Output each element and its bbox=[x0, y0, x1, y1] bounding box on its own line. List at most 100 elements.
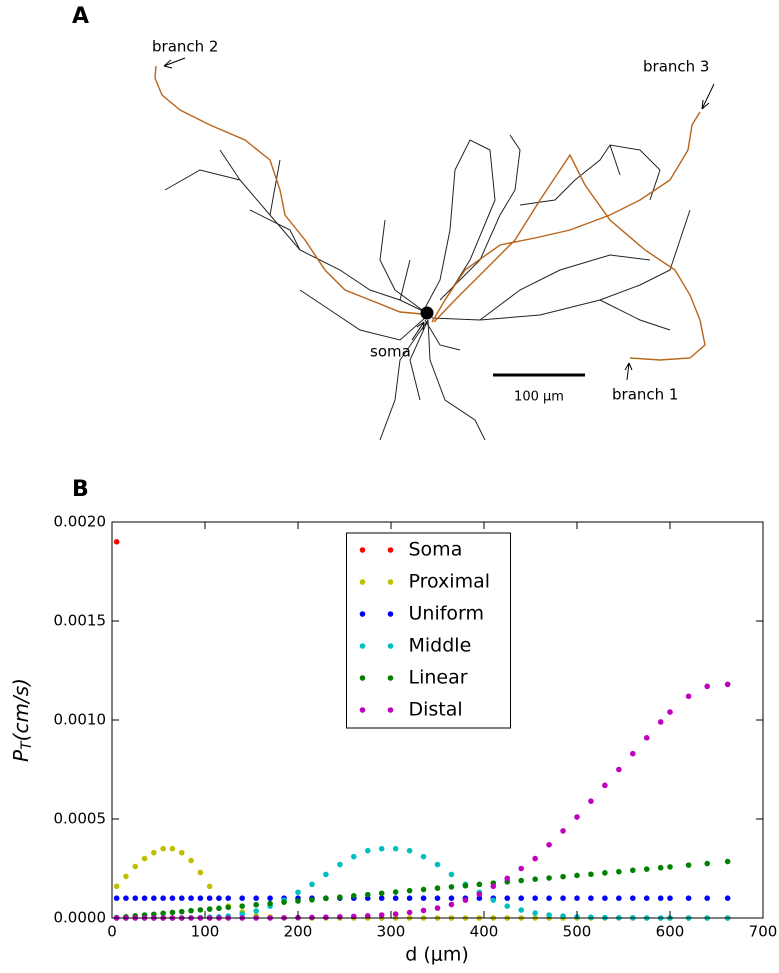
data-point bbox=[188, 895, 194, 901]
data-point bbox=[657, 895, 664, 901]
dendrite bbox=[299, 289, 461, 351]
data-point bbox=[123, 895, 129, 901]
data-point bbox=[546, 895, 552, 901]
data-point bbox=[560, 913, 566, 919]
data-point bbox=[239, 895, 245, 901]
legend-marker bbox=[359, 707, 366, 713]
annotation: branch 1 bbox=[612, 386, 678, 404]
dendrite bbox=[519, 144, 661, 206]
data-point bbox=[178, 849, 185, 856]
annotation: branch 3 bbox=[643, 58, 709, 76]
data-point bbox=[574, 895, 580, 901]
data-point bbox=[337, 914, 343, 920]
data-point bbox=[704, 895, 710, 901]
data-point bbox=[574, 872, 580, 879]
dendrite bbox=[424, 139, 496, 309]
scale-bar-label: 100 μm bbox=[514, 390, 564, 405]
data-point bbox=[160, 895, 166, 901]
data-point bbox=[378, 845, 385, 852]
legend-marker bbox=[387, 547, 394, 553]
data-point bbox=[337, 861, 343, 868]
neuron-black-dendrites bbox=[164, 134, 691, 441]
data-point bbox=[267, 900, 273, 907]
y-tick-label: 0.0005 bbox=[54, 810, 107, 828]
data-point bbox=[309, 896, 315, 903]
arrow bbox=[163, 57, 186, 69]
data-point bbox=[588, 895, 594, 901]
legend-label: Uniform bbox=[409, 603, 485, 625]
soma-marker bbox=[420, 306, 434, 320]
data-point bbox=[532, 855, 538, 862]
data-point bbox=[588, 798, 594, 804]
data-point bbox=[378, 890, 385, 897]
data-point bbox=[490, 897, 497, 903]
data-point bbox=[420, 853, 427, 860]
legend-marker bbox=[359, 579, 366, 585]
data-point bbox=[197, 895, 204, 901]
data-point bbox=[630, 750, 636, 757]
data-point bbox=[267, 895, 273, 901]
legend-marker bbox=[387, 643, 394, 649]
legend-box bbox=[346, 532, 511, 729]
data-point bbox=[434, 861, 441, 868]
data-point bbox=[643, 895, 650, 901]
y-tick-label: 0.0000 bbox=[54, 909, 107, 927]
data-point bbox=[351, 893, 357, 899]
data-point bbox=[309, 881, 315, 888]
y-label-unit: (cm/s) bbox=[9, 678, 33, 741]
data-point bbox=[113, 883, 120, 890]
y-tick-label: 0.0015 bbox=[54, 612, 107, 630]
annotation: soma bbox=[370, 343, 411, 361]
dendrite bbox=[427, 319, 486, 441]
data-point bbox=[406, 895, 413, 901]
data-point bbox=[225, 904, 232, 911]
data-point bbox=[295, 889, 301, 896]
panel-label: B bbox=[72, 477, 89, 502]
dendrite bbox=[479, 254, 671, 331]
data-point bbox=[169, 845, 176, 852]
legend-marker bbox=[387, 611, 394, 617]
data-point bbox=[113, 895, 120, 901]
branch-1-path bbox=[433, 153, 706, 361]
data-point bbox=[448, 901, 455, 908]
data-point bbox=[560, 873, 566, 880]
legend-label: Soma bbox=[409, 539, 463, 561]
panel-b: B d (μm) PT(cm/s) 0.0000 0.0005 0.0010 0.00… bbox=[9, 477, 778, 966]
arrow bbox=[701, 83, 715, 110]
data-point bbox=[704, 683, 710, 690]
data-point bbox=[657, 864, 664, 871]
data-point bbox=[392, 889, 399, 895]
data-point bbox=[197, 907, 204, 913]
y-tick-label: 0.0020 bbox=[54, 513, 107, 531]
y-label-subscript: T bbox=[19, 740, 35, 750]
data-point bbox=[685, 862, 692, 868]
dendrite bbox=[379, 219, 426, 313]
data-point bbox=[518, 877, 524, 884]
data-point bbox=[476, 891, 483, 898]
data-point bbox=[657, 719, 664, 725]
legend-label: Proximal bbox=[409, 571, 491, 593]
data-point bbox=[169, 895, 176, 901]
arrow bbox=[624, 362, 633, 381]
legend-marker bbox=[359, 643, 366, 649]
legend-marker bbox=[387, 579, 394, 585]
data-point bbox=[323, 895, 329, 902]
dendrite bbox=[219, 149, 301, 251]
data-point bbox=[406, 887, 413, 894]
data-point bbox=[323, 871, 329, 878]
data-point bbox=[378, 895, 385, 901]
data-point bbox=[574, 814, 580, 820]
data-point bbox=[420, 907, 427, 914]
y-axis-label: PT(cm/s) bbox=[9, 678, 36, 762]
data-point bbox=[643, 866, 650, 872]
data-point bbox=[602, 782, 608, 789]
data-point bbox=[588, 914, 594, 921]
data-point bbox=[504, 903, 511, 909]
data-point bbox=[724, 681, 731, 688]
data-point bbox=[216, 895, 222, 901]
data-point bbox=[616, 868, 622, 875]
x-tick-label: 0 bbox=[107, 923, 117, 941]
data-point bbox=[178, 908, 185, 915]
data-point bbox=[281, 899, 287, 905]
data-point bbox=[253, 901, 259, 908]
